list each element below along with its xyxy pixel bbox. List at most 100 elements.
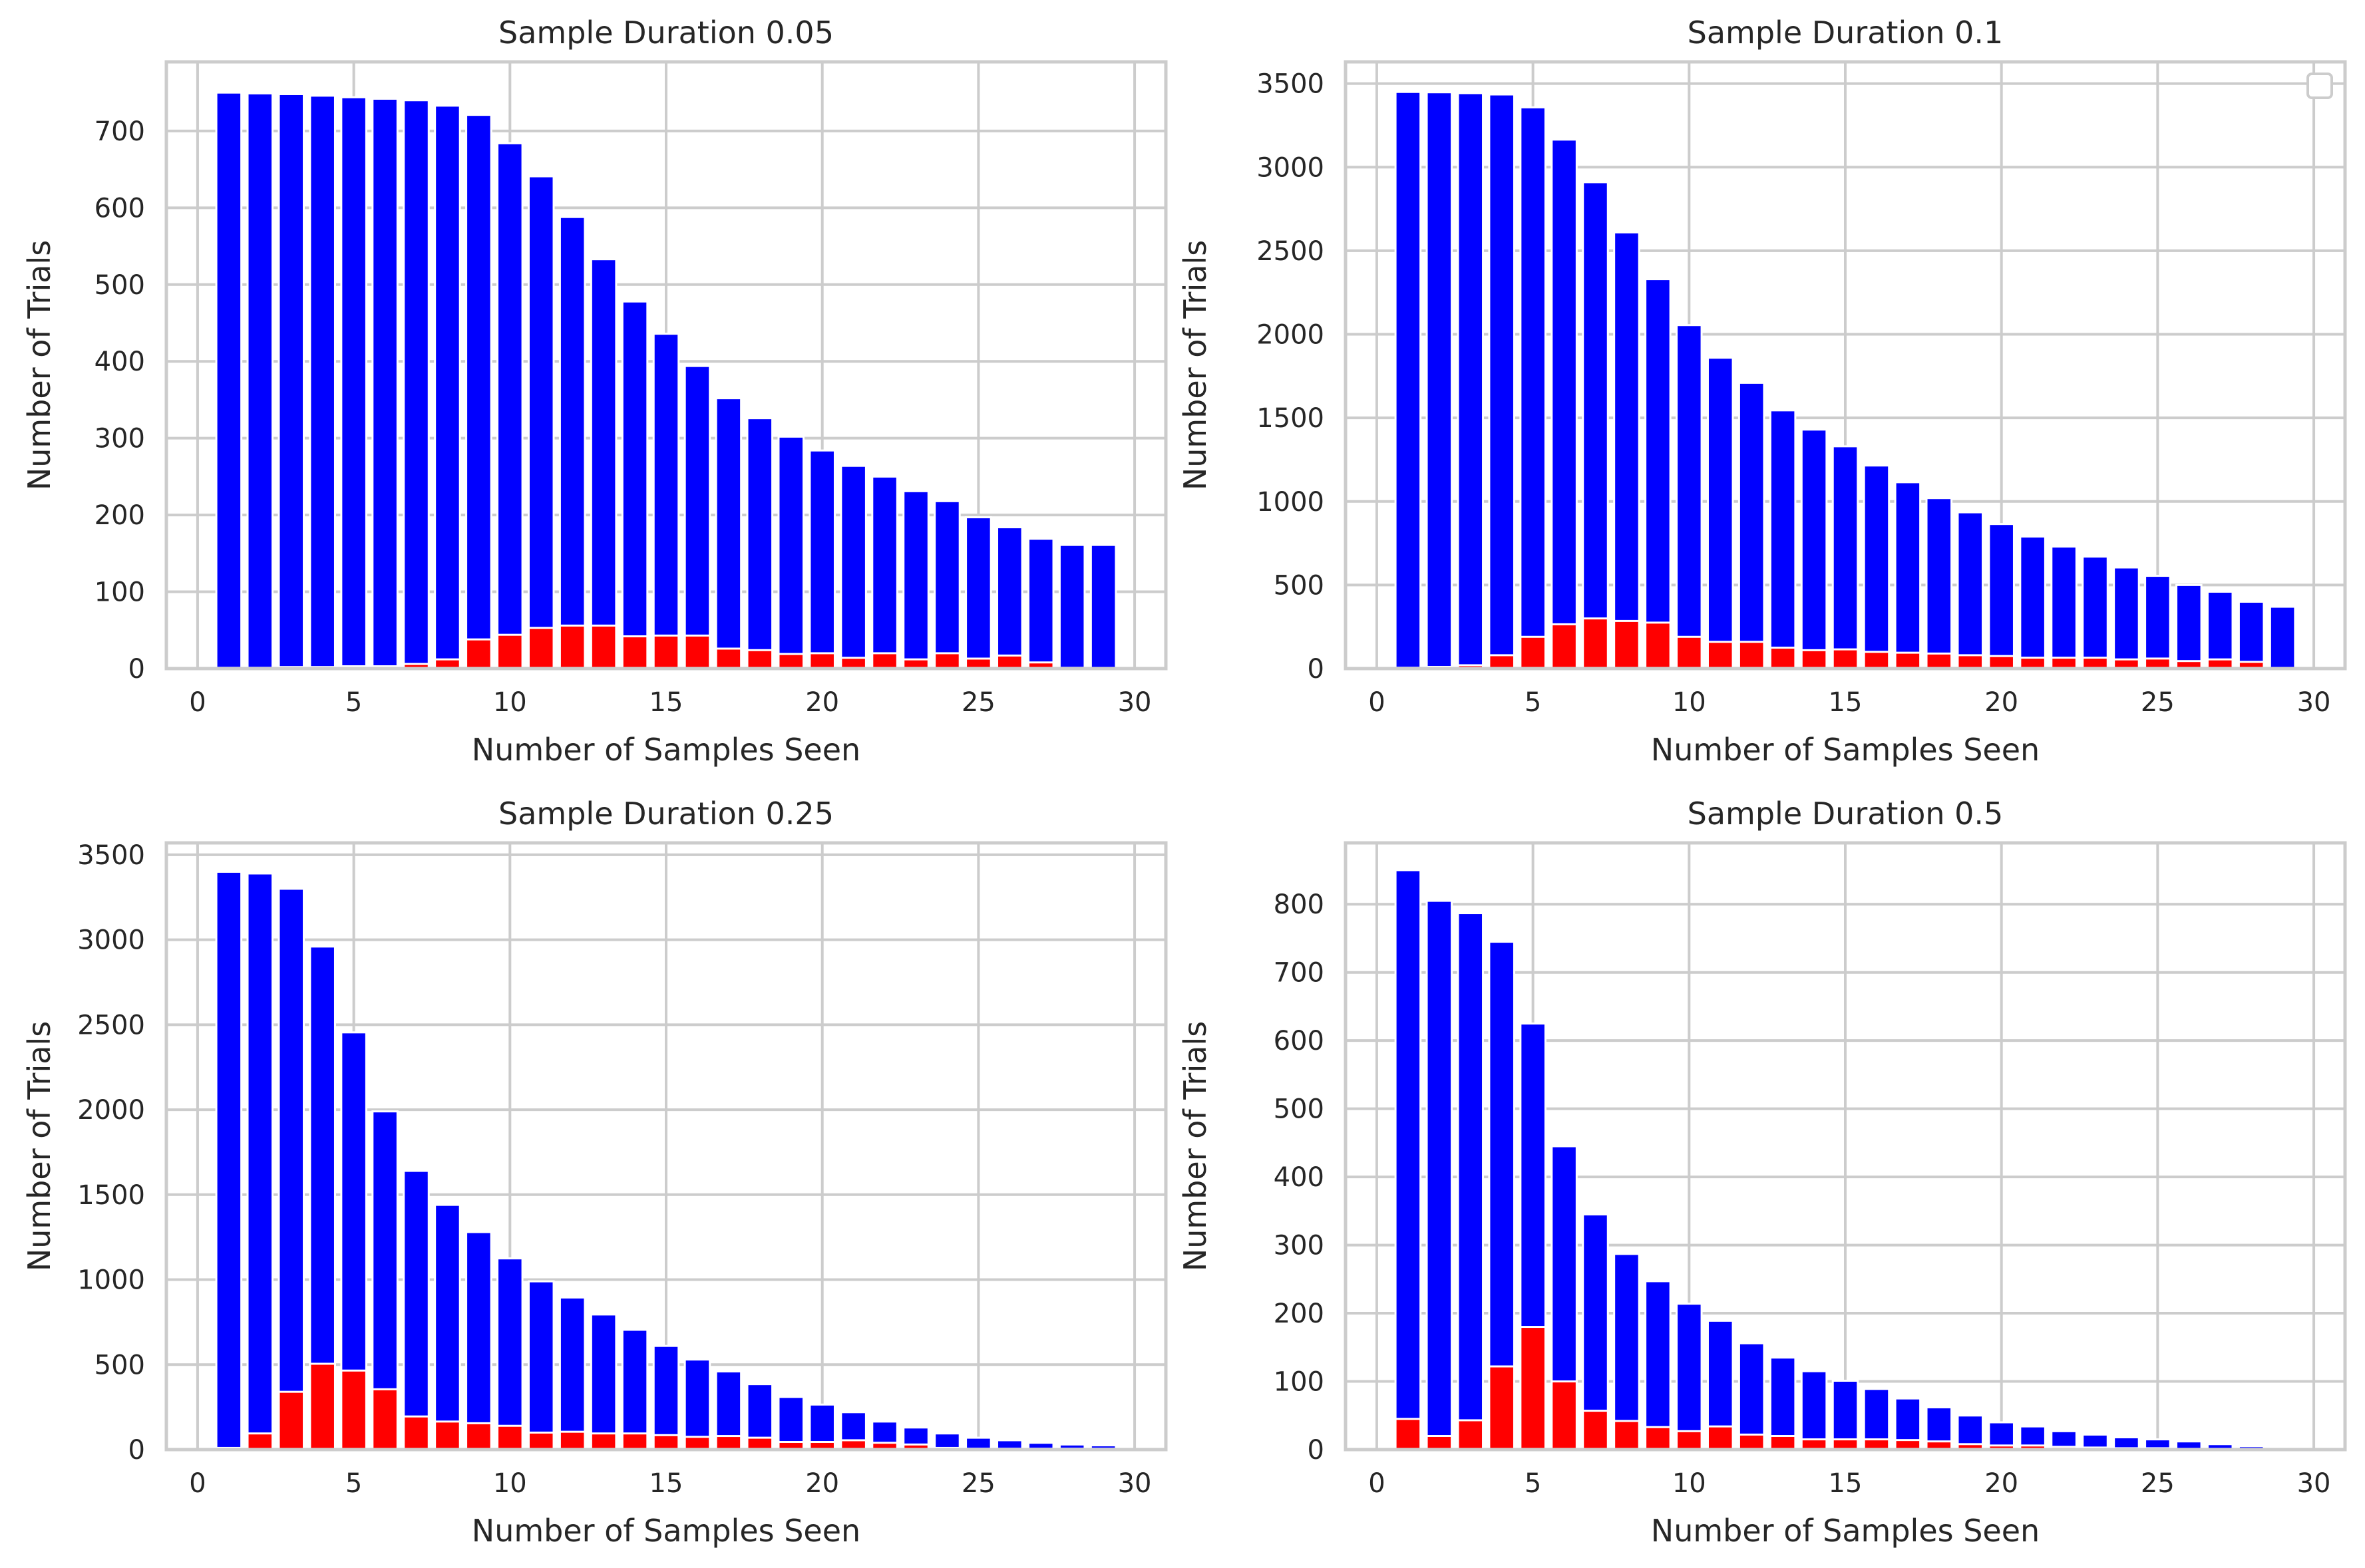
red-bar [683,634,711,670]
y-tick-label: 800 [1274,889,1324,920]
x-tick-label: 20 [1984,687,2018,718]
red-bar [1613,1420,1640,1451]
x-tick-label: 30 [2297,687,2331,718]
y-axis-label: Number of Trials [21,240,57,490]
x-axis-label: Number of Samples Seen [472,732,860,768]
red-bar [1676,635,1703,670]
plot-frame [164,60,1168,671]
red-bar [1676,1430,1703,1451]
red-bar [371,1388,399,1451]
chart-panel-1: 0 5 10 15 20 25 300100200300400500600700Sample… [21,15,1168,768]
blue-bar [683,1358,711,1451]
y-tick-label: 3500 [77,840,145,871]
blue-bar [1582,181,1609,670]
blue-bar [465,1231,492,1451]
y-tick-label: 0 [128,654,145,685]
blue-bar [527,1280,555,1451]
blue-bar [558,1296,586,1451]
blue-bar [277,887,305,1451]
blue-bar [558,216,586,670]
blue-bar [496,142,524,670]
red-bar [715,1435,743,1451]
x-tick-label: 20 [1984,1468,2018,1499]
blue-bar [1394,90,1422,670]
y-axis-label: Number of Trials [1177,240,1213,490]
blue-bar [2082,555,2109,670]
blue-bar [1457,912,1485,1451]
blue-bar [2050,546,2078,670]
blue-bar [403,1170,430,1451]
blue-bar [1925,497,1953,670]
blue-bar [777,1396,805,1451]
red-bar [246,1432,274,1451]
red-bar [1488,654,1515,670]
y-tick-label: 100 [94,577,145,608]
red-bar [1894,651,1922,670]
y-tick-label: 500 [1274,570,1324,601]
red-bar [1519,1326,1546,1451]
y-tick-label: 200 [1274,1299,1324,1329]
y-tick-label: 3500 [1256,69,1324,100]
red-bar [1800,649,1828,670]
blue-bar [1394,869,1422,1451]
y-tick-label: 300 [1274,1231,1324,1261]
x-tick-label: 25 [2141,687,2175,718]
blue-bar [621,300,649,670]
x-tick-label: 5 [1525,1468,1541,1499]
blue-bar [1089,544,1117,670]
y-axis-label: Number of Trials [21,1021,57,1271]
blue-bar [1800,1370,1828,1451]
blue-bar [652,333,680,670]
red-bar [1956,654,1984,670]
red-bar [1488,1365,1515,1451]
y-tick-label: 500 [94,270,145,301]
chart-panel-3: 0 5 10 15 20 25 30 0 500 1000 1500 2000 2500 3000 3500… [21,796,1168,1549]
red-bar [746,649,774,670]
x-tick-label: 15 [1829,1468,1863,1499]
red-bar [1582,1410,1609,1451]
blue-bar [2206,590,2234,670]
blue-bar [590,258,618,670]
blue-bar [621,1329,649,1451]
blue-bar [652,1344,680,1451]
red-bar [621,635,649,670]
x-tick-label: 0 [1368,687,1385,718]
y-axis-label: Number of Trials [1177,1021,1213,1271]
blue-bar [746,417,774,670]
y-tick-label: 100 [1274,1367,1324,1398]
x-tick-label: 5 [1525,687,1541,718]
x-tick-label: 30 [1118,687,1152,718]
red-bar [1550,1380,1578,1451]
red-bar [1769,1435,1797,1451]
chart-panel-4: 0 5 10 15 20 25 300100200300400500600700800Sam… [1177,796,2347,1549]
y-tick-label: 0 [1308,654,1324,685]
x-tick-label: 25 [2141,1468,2175,1499]
blue-bar [1027,538,1055,670]
blue-bar [1737,381,1765,670]
blue-bar [1769,1356,1797,1451]
chart-title: Sample Duration 0.1 [1688,15,2004,51]
blue-bar [215,870,243,1451]
x-tick-label: 20 [805,687,839,718]
blue-bar [1676,1303,1703,1451]
blue-bar [840,464,867,670]
chart-title: Sample Duration 0.25 [498,796,834,832]
red-bar [621,1432,649,1451]
blue-bar [527,175,555,670]
red-bar [1644,1426,1672,1451]
y-tick-label: 400 [1274,1162,1324,1193]
y-tick-label: 600 [1274,1026,1324,1056]
blue-bar [1425,91,1453,670]
y-tick-label: 3000 [77,925,145,956]
blue-bar [1058,544,1086,670]
y-tick-label: 1500 [77,1180,145,1211]
blue-bar [715,397,743,670]
blue-bar [683,365,711,670]
red-bar [1582,617,1609,670]
blue-bar [277,92,305,670]
y-tick-label: 2500 [77,1010,145,1040]
y-tick-label: 700 [94,116,145,147]
blue-bar [434,104,461,670]
red-bar [652,634,680,670]
blue-bar [2175,583,2203,670]
